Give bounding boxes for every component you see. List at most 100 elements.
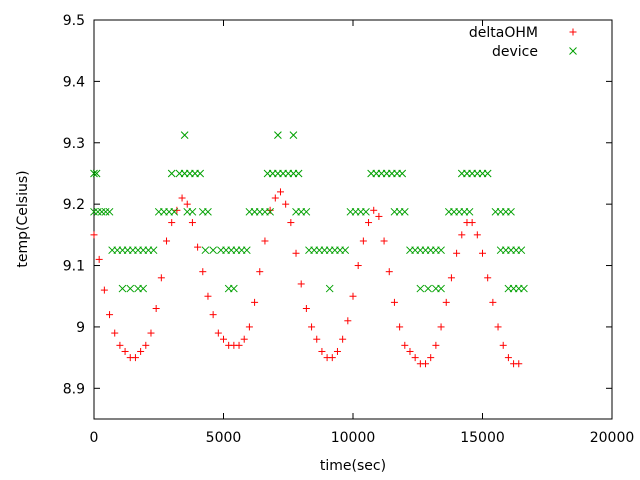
axis-tick-labels: 0 5000 10000 15000 20000 8.9 9 9.1 9.2 9.3 9.4 9.5 [63,13,635,446]
device-point [167,169,176,178]
deltaohm-point [365,219,373,227]
deltaohm-point [152,305,160,313]
device-point [101,207,110,216]
device-point [302,207,311,216]
deltaohm-point [188,219,196,227]
deltaohm-point [142,341,150,349]
deltaohm-point [209,311,217,319]
device-point [92,169,101,178]
deltaohm-point [499,341,507,349]
deltaohm-point [318,347,326,355]
deltaohm-point [251,298,259,306]
deltaohm-point [271,194,279,202]
deltaohm-point [328,354,336,362]
deltaohm-point [401,341,409,349]
deltaohm-point [235,341,243,349]
deltaohm-point [411,354,419,362]
deltaohm-point [287,219,295,227]
deltaohm-point [302,305,310,313]
device-point [204,207,212,216]
y-tick-label: 8.9 [63,381,85,397]
device-point [400,207,409,216]
deltaohm-point [344,317,352,325]
deltaohm-point [385,268,393,276]
deltaohm-point [90,231,98,239]
deltaohm-point [427,354,435,362]
device-point [201,246,210,255]
deltaohm-point [256,268,264,276]
device-point [149,246,158,255]
deltaohm-point [359,237,367,245]
device-point [209,246,217,255]
deltaohm-point [157,274,165,282]
deltaohm-point [375,212,383,220]
deltaohm-point [100,286,108,294]
device-point [188,207,197,216]
device-point [341,246,350,255]
device-point [520,284,528,293]
device-point [274,131,282,139]
deltaohm-point [494,323,502,331]
deltaohm-point [442,298,450,306]
device-point [465,207,474,216]
deltaohm-point [339,335,347,343]
legend-marker-device [569,47,577,55]
device-point [242,246,251,255]
legend-label-device: device [492,44,538,60]
deltaohm-point [163,237,171,245]
deltaohm-point [282,200,290,208]
x-tick-label: 5000 [206,430,242,446]
device-point [398,169,407,178]
device-point [105,207,114,216]
device-point [483,169,492,178]
deltaohm-point [484,274,492,282]
deltaohm-point [111,329,119,337]
x-tick-label: 15000 [460,430,505,446]
y-axis-title: temp(Celsius) [15,170,31,267]
x-axis-title: time(sec) [320,458,386,474]
deltaohm-point [422,360,430,368]
device-point [139,284,148,293]
data-points [90,131,528,368]
x-tick-label: 10000 [331,430,376,446]
device-point [180,131,189,139]
device-point [437,246,445,255]
device-point [94,207,102,216]
deltaohm-point [297,280,305,288]
y-tick-label: 9.4 [63,74,85,90]
deltaohm-point [473,231,481,239]
deltaohm-point [370,206,378,214]
device-point [266,207,274,216]
x-tick-label: 0 [90,430,99,446]
deltaohm-point [261,237,269,245]
deltaohm-point [183,200,191,208]
device-point [437,284,445,293]
deltaohm-point [194,243,202,251]
deltaohm-point [390,298,398,306]
deltaohm-point [515,360,523,368]
deltaohm-point [121,347,129,355]
device-point [118,284,127,293]
device-point [424,284,432,293]
deltaohm-point [292,249,300,257]
deltaohm-point [131,354,139,362]
deltaohm-point [458,231,466,239]
device-point [289,131,298,139]
device-point [97,207,106,216]
deltaohm-point [240,335,248,343]
x-tick-label: 20000 [590,430,635,446]
deltaohm-point [147,329,155,337]
deltaohm-point [308,323,316,331]
deltaohm-point [447,274,455,282]
device-point [362,207,370,216]
device-point [90,207,98,216]
deltaohm-point [313,335,321,343]
deltaohm-point [453,249,461,257]
deltaohm-point [489,298,497,306]
deltaohm-point [349,292,357,300]
y-tick-label: 9.2 [63,197,85,213]
deltaohm-point [354,262,362,270]
device-point [126,284,135,293]
device-point [416,284,425,293]
legend-label-deltaohm: deltaOHM [469,25,538,41]
